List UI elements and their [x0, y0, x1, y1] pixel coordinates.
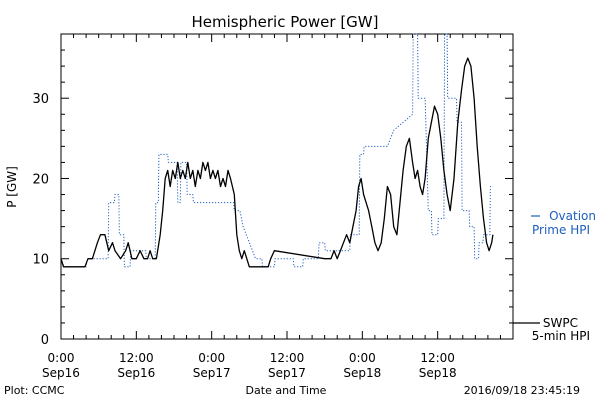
plot-credit: Plot: CCMC [4, 384, 65, 397]
legend-swpc-line1: SWPC [543, 316, 578, 330]
plot-frame [60, 33, 514, 340]
x-tick-label-time: 12:00 [270, 351, 305, 365]
legend-swpc: SWPC 5-min HPI [513, 316, 590, 343]
x-tick-label-time: 0:00 [198, 351, 225, 365]
legend-ovation-line2: Prime HPI [532, 223, 590, 237]
legend-ovation-line1: Ovation [549, 209, 596, 223]
legend-swpc-line2: 5-min HPI [532, 329, 590, 343]
x-tick-label-date: Sep16 [117, 366, 155, 380]
y-tick-label: 20 [32, 172, 49, 187]
x-tick-label-time: 0:00 [349, 351, 376, 365]
series-lines [60, 33, 494, 268]
x-axis-ticks: 0:00Sep1612:00Sep160:00Sep1712:00Sep170:… [42, 34, 514, 380]
y-axis-label: P [GW] [5, 166, 19, 208]
x-tick-label-date: Sep18 [419, 366, 457, 380]
y-tick-label: 30 [32, 92, 49, 107]
x-tick-label-time: 0:00 [48, 351, 75, 365]
series-swpc-line [60, 57, 494, 268]
x-tick-label-date: Sep16 [42, 366, 80, 380]
x-tick-label-time: 12:00 [119, 351, 154, 365]
x-tick-label-date: Sep17 [268, 366, 306, 380]
plot-timestamp: 2016/09/18 23:45:19 [464, 384, 580, 397]
chart-title: Hemispheric Power [GW] [192, 13, 379, 31]
y-axis-ticks: 0 10 20 30 [32, 33, 513, 348]
x-tick-label-time: 12:00 [420, 351, 455, 365]
legend-ovation: Ovation Prime HPI [531, 209, 596, 237]
y-tick-label: 10 [32, 253, 49, 268]
plot-axes [60, 33, 514, 340]
x-tick-label-date: Sep17 [193, 366, 231, 380]
series-ovation-line [60, 33, 493, 268]
y-tick-label: 0 [41, 333, 49, 348]
x-tick-label-date: Sep18 [343, 366, 381, 380]
x-axis-label: Date and Time [246, 384, 327, 397]
